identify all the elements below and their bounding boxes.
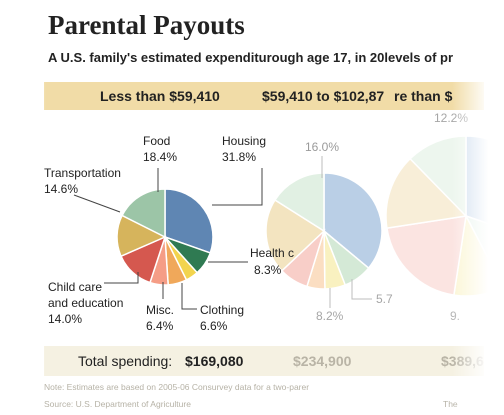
label-transportation-value: 14.6% bbox=[44, 182, 78, 196]
pie-3-slice-5 bbox=[385, 157, 468, 229]
label-group2-top: 16.0% bbox=[305, 140, 339, 154]
label-housing-value: 31.8% bbox=[222, 150, 256, 164]
label-group3-top: 12.2% bbox=[434, 111, 468, 125]
total-group-1: $169,080 bbox=[185, 353, 244, 369]
pie-1-slice-1 bbox=[164, 188, 214, 254]
label-housing-name: Housing bbox=[222, 134, 266, 148]
leader-childcare bbox=[104, 272, 139, 284]
label-clothing-name: Clothing bbox=[200, 303, 244, 317]
label-childcare-line1: Child care bbox=[48, 280, 102, 294]
income-group-1-label: Less than $59,410 bbox=[100, 88, 220, 104]
label-health-value: 8.3% bbox=[254, 263, 282, 277]
label-misc-name: Misc. bbox=[146, 303, 174, 317]
label-childcare-line2: and education bbox=[48, 296, 123, 310]
label-food-name: Food bbox=[143, 134, 170, 148]
leader-housing bbox=[212, 168, 263, 206]
label-group2-right: 5.7 bbox=[376, 292, 393, 306]
label-group2-bottom: 8.2% bbox=[316, 309, 344, 323]
income-group-2-label: $59,410 to $102,87 bbox=[262, 88, 385, 104]
label-transportation-name: Transportation bbox=[44, 166, 121, 180]
leader-group2-right bbox=[351, 279, 372, 300]
total-group-3: $389,6 bbox=[441, 353, 484, 369]
label-misc-value: 6.4% bbox=[146, 319, 174, 333]
total-spending-label: Total spending: bbox=[78, 353, 173, 369]
totals-band bbox=[44, 346, 484, 376]
label-clothing-value: 6.6% bbox=[200, 319, 228, 333]
source-note-tail: The bbox=[443, 399, 458, 409]
source-note: Source: U.S. Department of Agriculture bbox=[44, 399, 191, 409]
income-header-band bbox=[44, 82, 484, 110]
label-group3-bottom: 9. bbox=[450, 309, 460, 323]
pie-2-slice-6 bbox=[265, 198, 326, 272]
income-group-3-label: re than $ bbox=[394, 88, 453, 104]
total-group-2: $234,900 bbox=[293, 353, 352, 369]
footnote: Note: Estimates are based on 2005-06 Con… bbox=[44, 382, 310, 392]
page-title: Parental Payouts bbox=[48, 10, 245, 40]
leader-clothing bbox=[181, 283, 197, 310]
pie-2-slice-1 bbox=[323, 172, 383, 270]
label-health-name: Health c bbox=[250, 246, 294, 260]
pie-3-slice-4 bbox=[386, 215, 467, 296]
pie-1-slice-8 bbox=[121, 188, 166, 239]
label-food-value: 18.4% bbox=[143, 150, 177, 164]
label-childcare-value: 14.0% bbox=[48, 312, 82, 326]
subtitle: A U.S. family's estimated expenditurough… bbox=[48, 50, 454, 65]
leader-transportation bbox=[73, 194, 121, 213]
